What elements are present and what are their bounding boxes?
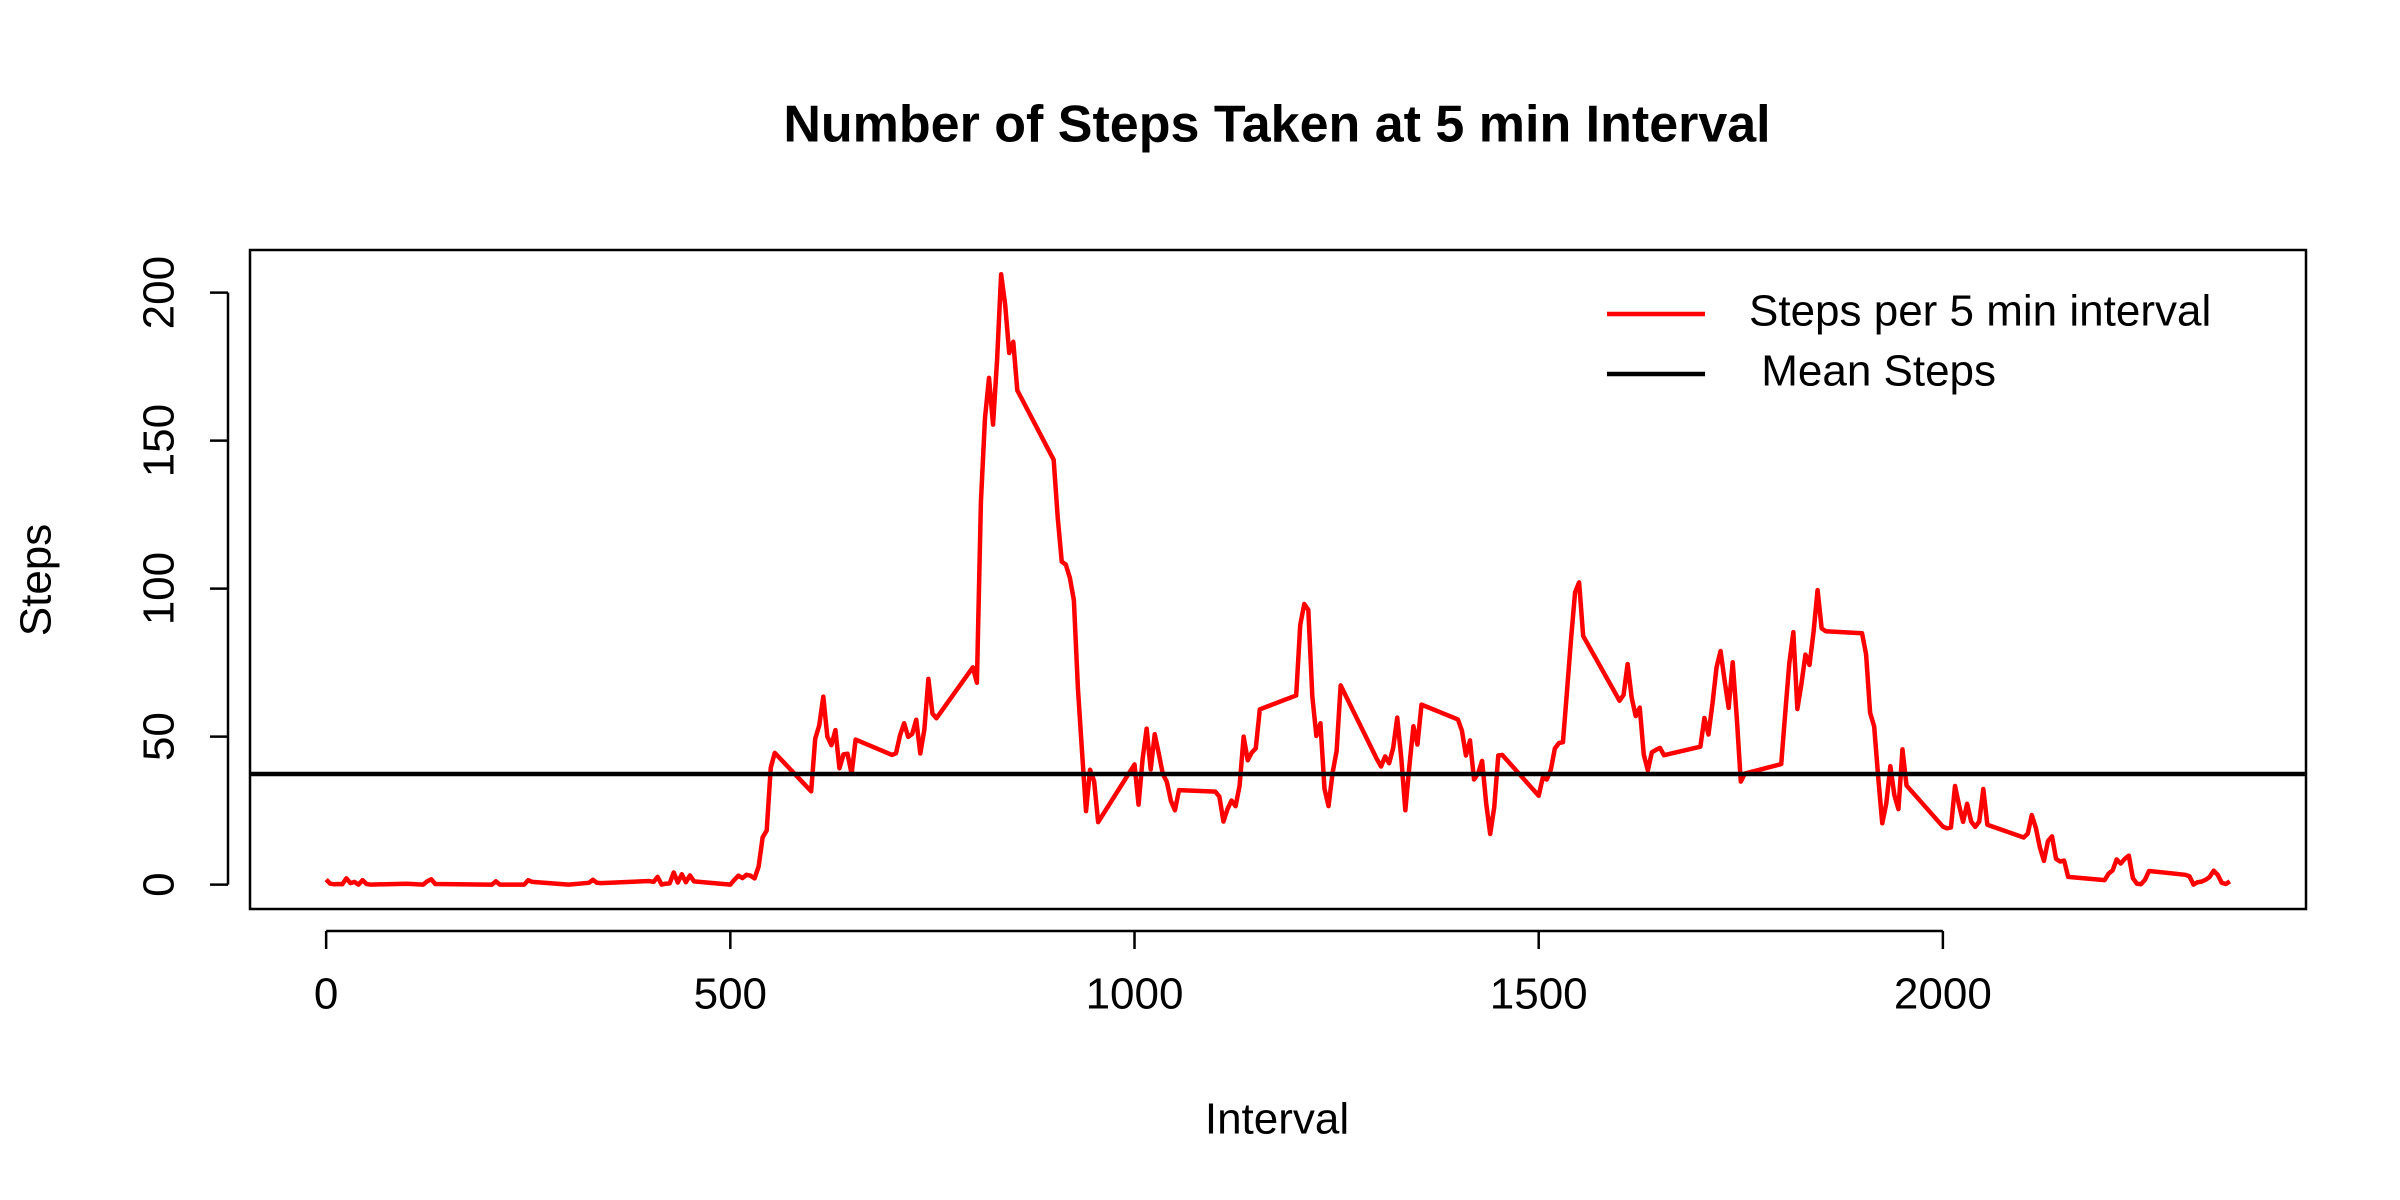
legend-label: Steps per 5 min interval (1749, 287, 2211, 336)
y-tick-label: 100 (135, 552, 184, 625)
legend-label: Mean Steps (1749, 347, 1996, 396)
data-line (324, 272, 2232, 887)
x-tick-label: 500 (694, 970, 767, 1019)
y-tick-label: 0 (135, 872, 184, 896)
plot-frame (248, 248, 2308, 911)
chart-title: Number of Steps Taken at 5 min Interval (783, 96, 1770, 154)
y-tick-label: 150 (135, 404, 184, 477)
x-tick-label: 1500 (1490, 970, 1588, 1019)
x-tick-label: 1000 (1086, 970, 1184, 1019)
y-axis-label: Steps (12, 524, 61, 637)
y-tick-label: 50 (135, 712, 184, 761)
x-tick-label: 0 (314, 970, 338, 1019)
y-tick-label: 200 (135, 256, 184, 329)
x-tick-label: 2000 (1894, 970, 1992, 1019)
x-axis-label: Interval (1205, 1095, 1349, 1144)
